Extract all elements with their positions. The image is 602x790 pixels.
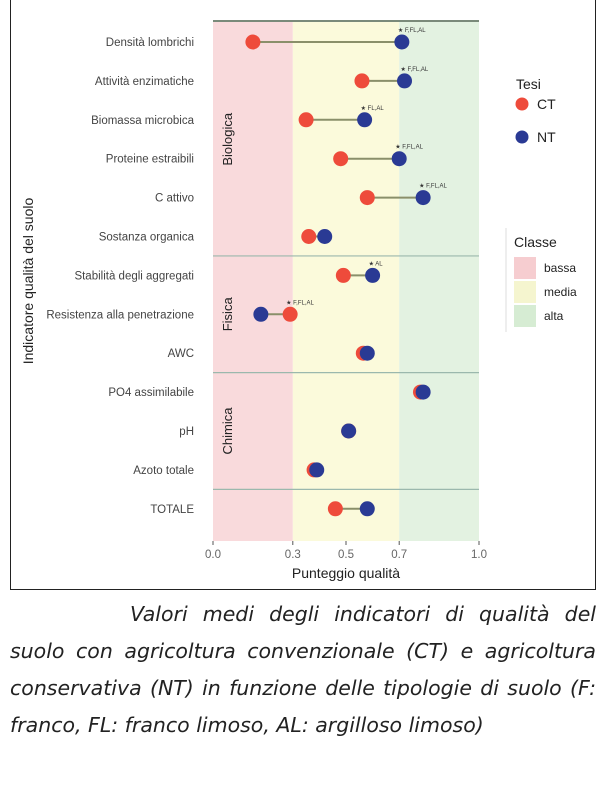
y-tick-label: TOTALE bbox=[150, 504, 194, 516]
legend-label-alta: alta bbox=[544, 309, 564, 323]
significance-annotation: ★ F,FL,AL bbox=[286, 299, 314, 306]
significance-annotation: ★ F,FL,AL bbox=[419, 183, 447, 190]
x-tick-label: 0.0 bbox=[205, 549, 221, 561]
y-tick-label: C attivo bbox=[155, 193, 194, 205]
y-tick-label: Sostanza organica bbox=[99, 232, 195, 244]
legend-marker-ct bbox=[515, 97, 529, 111]
point-nt bbox=[415, 384, 431, 400]
y-tick-label: pH bbox=[179, 426, 194, 438]
legend-title-tesi: Tesi bbox=[516, 76, 541, 92]
y-tick-label: Densità lombrichi bbox=[106, 37, 194, 49]
y-tick-label: Proteine estraibili bbox=[106, 154, 194, 166]
point-ct bbox=[333, 151, 349, 167]
group-label-biologica: Biologica bbox=[220, 112, 235, 166]
point-nt bbox=[359, 345, 375, 361]
x-tick-label: 1.0 bbox=[471, 549, 487, 561]
y-tick-label: PO4 assimilabile bbox=[108, 387, 194, 399]
y-tick-label: Attività enzimatiche bbox=[95, 76, 194, 88]
x-axis-title: Punteggio qualità bbox=[292, 565, 400, 581]
legend-swatch-media bbox=[514, 281, 536, 303]
significance-annotation: ★ AL bbox=[369, 260, 384, 267]
point-ct bbox=[359, 190, 375, 206]
y-axis-title: Indicatore qualità del suolo bbox=[20, 198, 36, 365]
x-tick-label: 0.5 bbox=[338, 549, 354, 561]
dumbbell-chart: Biologica Fisica Chimica ★ F,FL,AL ★ F,FL,A… bbox=[20, 20, 577, 581]
x-tick-label: 0.7 bbox=[391, 549, 407, 561]
point-nt bbox=[397, 73, 413, 89]
significance-annotation: ★ F,FL,AL bbox=[398, 27, 426, 34]
point-nt bbox=[394, 34, 410, 50]
legend-marker-nt bbox=[515, 130, 529, 144]
point-nt bbox=[365, 267, 381, 283]
figure-caption: Valori medi degli indicatori di qualità … bbox=[10, 602, 596, 737]
point-ct bbox=[245, 34, 261, 50]
legend-label-nt: NT bbox=[537, 129, 556, 145]
band-bassa bbox=[213, 20, 293, 541]
significance-annotation: ★ F,FL,AL bbox=[401, 66, 429, 73]
legend-label-media: media bbox=[544, 285, 577, 299]
band-alta bbox=[399, 20, 479, 541]
point-nt bbox=[357, 112, 373, 128]
point-ct bbox=[354, 73, 370, 89]
point-ct bbox=[327, 501, 343, 517]
point-nt bbox=[341, 423, 357, 439]
legend-label-ct: CT bbox=[537, 96, 556, 112]
y-tick-label: Azoto totale bbox=[133, 465, 194, 477]
legend-swatch-alta bbox=[514, 305, 536, 327]
point-ct bbox=[282, 306, 298, 322]
point-nt bbox=[317, 229, 333, 244]
y-tick-label: Stabilità degli aggregati bbox=[74, 270, 194, 282]
y-tick-label: Biomassa microbica bbox=[91, 115, 194, 127]
point-nt bbox=[415, 190, 431, 206]
y-tick-label: Resistenza alla penetrazione bbox=[46, 309, 194, 321]
point-ct bbox=[298, 112, 314, 128]
point-nt bbox=[253, 306, 269, 322]
legend-title-classe: Classe bbox=[514, 234, 557, 250]
legend-swatch-bassa bbox=[514, 257, 536, 279]
point-nt bbox=[359, 501, 375, 517]
point-nt bbox=[309, 462, 325, 478]
y-tick-label: AWC bbox=[168, 348, 194, 360]
point-ct bbox=[301, 229, 317, 244]
legend-label-bassa: bassa bbox=[544, 261, 576, 275]
x-tick-label: 0.3 bbox=[285, 549, 301, 561]
point-nt bbox=[391, 151, 407, 167]
figure-frame bbox=[10, 0, 596, 590]
point-ct bbox=[335, 267, 351, 283]
group-label-fisica: Fisica bbox=[220, 297, 235, 332]
group-label-chimica: Chimica bbox=[220, 407, 235, 455]
significance-annotation: ★ FL,AL bbox=[361, 105, 385, 112]
significance-annotation: ★ F,FL,AL bbox=[395, 144, 423, 151]
